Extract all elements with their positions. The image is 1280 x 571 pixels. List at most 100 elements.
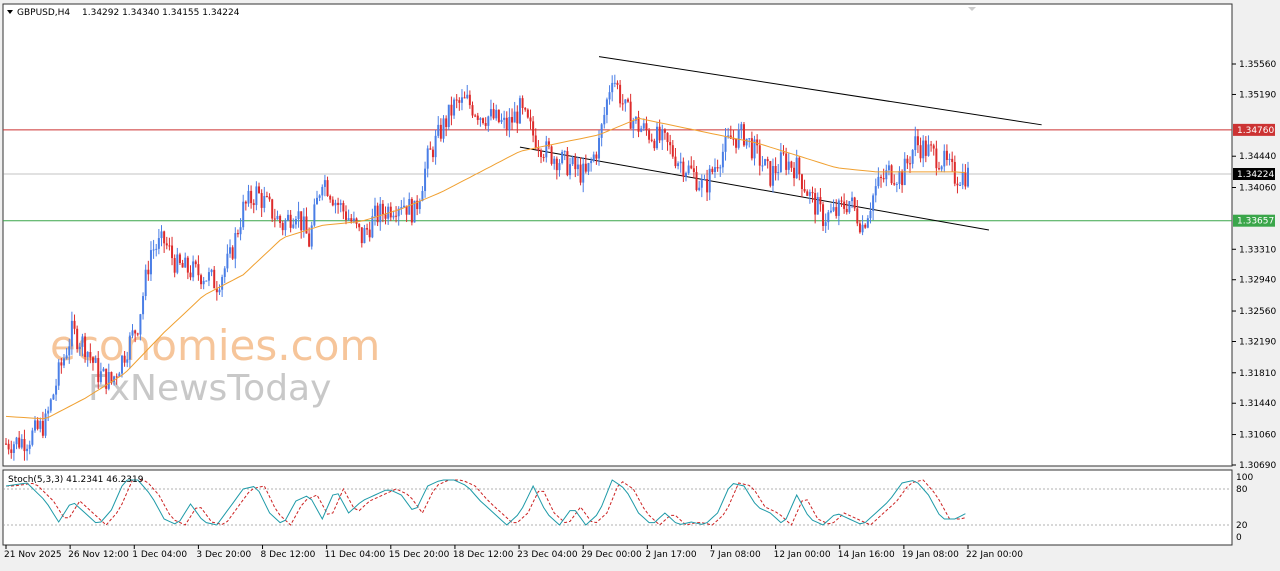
candle-body: [252, 203, 255, 206]
candle-body: [31, 430, 34, 445]
candle-body: [91, 357, 94, 363]
candle-body: [866, 218, 869, 228]
candle-body: [263, 196, 266, 208]
candle-body: [70, 320, 73, 347]
candle-body: [239, 227, 242, 235]
candle-body: [247, 190, 250, 204]
time-axis[interactable]: 21 Nov 2025 26 Nov 12:00 1 Dec 04:00 3 Dec …: [4, 545, 1023, 560]
candle-body: [808, 192, 811, 196]
candle-body: [911, 150, 914, 164]
candle-body: [229, 247, 232, 254]
candle-body: [508, 117, 511, 131]
chart-collapse-icon[interactable]: [968, 7, 976, 11]
channel-line-upper: [598, 56, 1042, 126]
time-tick-label: 29 Dec 00:00: [581, 550, 642, 560]
candle-body: [637, 116, 640, 132]
candle-body: [779, 152, 782, 173]
candle-body: [321, 186, 324, 196]
candle-body: [400, 207, 403, 209]
price-axis[interactable]: 1.35560 1.35190 1.34440 1.34060 1.33310 1.329…: [1232, 60, 1276, 471]
candle-body: [15, 437, 18, 445]
candle-body: [832, 207, 835, 211]
time-tick-label: 2 Jan 17:00: [645, 550, 697, 560]
candle-body: [276, 215, 279, 220]
candle-body: [476, 115, 479, 120]
symbol-dropdown-icon[interactable]: [7, 10, 13, 14]
candle-body: [943, 150, 946, 167]
candle-body: [822, 204, 825, 226]
candle-body: [379, 203, 382, 223]
candle-body: [189, 272, 192, 278]
candle-body: [518, 98, 521, 124]
candle-body: [880, 176, 883, 179]
candle-body: [547, 141, 550, 147]
candle-body: [157, 238, 160, 249]
candle-body: [819, 197, 822, 205]
candle-body: [5, 443, 7, 445]
candle-body: [258, 186, 261, 194]
candle-body: [213, 269, 216, 289]
candle-body: [534, 135, 537, 149]
candle-body: [948, 158, 951, 160]
candle-body: [661, 129, 664, 141]
candle-body: [951, 158, 954, 162]
level-tag-label-current: 1.34224: [1237, 170, 1274, 180]
stoch-level-label: 100: [1236, 473, 1253, 483]
candle-body: [677, 163, 680, 167]
candle-body: [558, 163, 561, 171]
candle-body: [215, 288, 218, 293]
candle-body: [316, 197, 319, 205]
candle-body: [242, 201, 245, 228]
candle-body: [413, 200, 416, 223]
candle-body: [344, 211, 347, 220]
candle-body: [930, 144, 933, 146]
price-tick-label: 1.32560: [1239, 307, 1276, 317]
candle-body: [555, 158, 558, 171]
candle-body: [442, 118, 445, 139]
candle-body: [171, 245, 174, 259]
stochastic-label: Stoch(5,3,3) 41.2341 46.2319: [8, 475, 144, 485]
candle-body: [12, 444, 15, 453]
candle-body: [827, 212, 830, 223]
candle-body: [358, 223, 361, 228]
candle-body: [368, 229, 371, 238]
watermark-line1: economies.com: [50, 321, 380, 370]
candle-body: [44, 413, 47, 436]
candle-body: [287, 214, 290, 221]
price-tick-label: 1.34440: [1239, 152, 1276, 162]
candle-body: [355, 218, 358, 224]
candle-body: [837, 200, 840, 216]
candle-body: [184, 257, 187, 268]
candle-body: [302, 216, 305, 231]
candle-body: [168, 245, 171, 247]
candle-body: [152, 249, 155, 251]
candle-body: [600, 124, 603, 138]
candle-body: [711, 168, 714, 173]
candle-body: [698, 187, 701, 191]
candle-body: [695, 171, 698, 191]
candle-body: [816, 197, 819, 215]
candle-body: [57, 362, 60, 386]
candle-body: [244, 201, 247, 204]
candle-body: [785, 153, 788, 170]
candle-body: [563, 151, 566, 153]
time-tick-label: 22 Jan 00:00: [966, 550, 1023, 560]
candle-body: [439, 124, 442, 139]
candle-body: [323, 180, 326, 187]
candle-body: [297, 211, 300, 220]
candle-body: [901, 171, 904, 186]
candle-body: [906, 158, 909, 164]
candle-body: [916, 136, 919, 146]
symbol-label[interactable]: GBPUSD,H4: [17, 8, 70, 18]
candle-body: [758, 145, 761, 166]
candle-body: [363, 228, 366, 244]
stoch-level-label: 80: [1236, 485, 1248, 495]
candle-body: [492, 109, 495, 119]
price-tick-label: 1.31060: [1239, 431, 1276, 441]
candle-body: [864, 224, 867, 228]
candle-body: [84, 336, 87, 357]
candle-body: [861, 224, 864, 233]
candle-body: [205, 280, 208, 282]
